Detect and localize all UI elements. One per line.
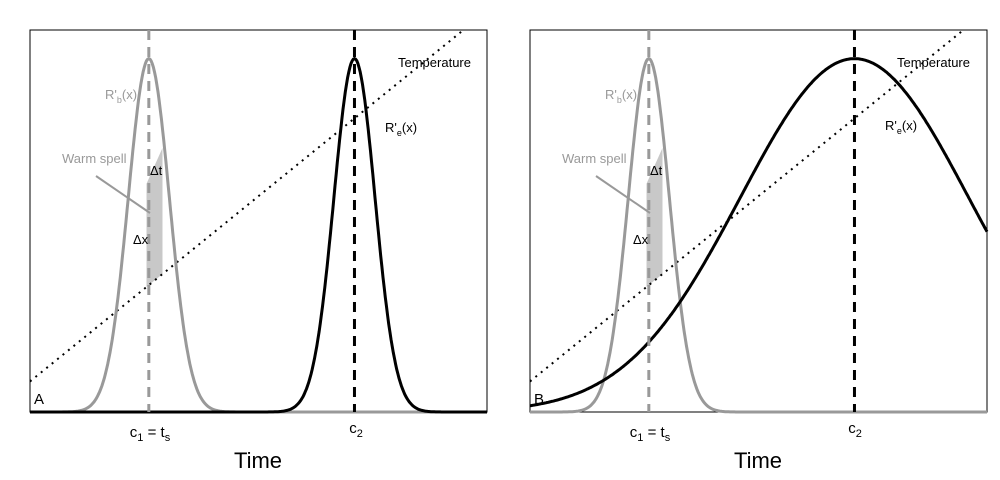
panel-a-warm-spell-area — [146, 147, 163, 287]
panel-a-re-curve — [30, 56, 487, 414]
panel-a-delta-x-label: Δx — [133, 232, 149, 247]
panel-a-temperature-line — [29, 29, 465, 383]
panel-b-re-curve — [529, 57, 989, 408]
panel-b-c1-tick-label: c1 = ts — [630, 424, 671, 444]
panel-b-warm-spell-pointer — [595, 175, 651, 214]
panel-a-c1-tick-label: c1 = ts — [130, 424, 171, 444]
panel-b-delta-t-label: Δt — [650, 163, 663, 178]
panel-b-warm-spell-label: Warm spell — [562, 151, 627, 166]
panel-b-x-axis-title: Time — [734, 448, 782, 473]
panel-a-frame — [29, 29, 488, 413]
panel-b-temperature-label: Temperature — [897, 55, 970, 70]
panel-a: R'b(x) R'e(x) Temperature Warm spell Δt … — [29, 29, 488, 473]
panel-b-warm-spell-area — [646, 147, 663, 287]
panel-b-letter: B — [534, 391, 544, 408]
panel-a-re-label: R'e(x) — [385, 120, 417, 138]
panel-a-delta-t-label: Δt — [150, 163, 163, 178]
panel-b-delta-x-label: Δx — [633, 232, 649, 247]
panel-a-x-axis-title: Time — [234, 448, 282, 473]
panel-a-rb-curve — [30, 56, 487, 414]
panel-b-rb-label: R'b(x) — [605, 87, 637, 105]
panel-b-re-label: R'e(x) — [885, 118, 917, 136]
panel-a-temperature-label: Temperature — [398, 55, 471, 70]
panel-a-warm-spell-pointer — [95, 175, 151, 214]
panel-a-c2-tick-label: c2 — [349, 420, 363, 440]
panel-a-rb-label: R'b(x) — [105, 87, 137, 105]
panel-b-c2-tick-label: c2 — [848, 420, 862, 440]
panel-b-frame — [529, 29, 988, 413]
panel-b-rb-curve — [530, 56, 987, 414]
panel-a-letter: A — [34, 391, 44, 408]
panel-a-warm-spell-label: Warm spell — [62, 151, 127, 166]
panel-b: R'b(x) R'e(x) Temperature Warm spell Δt … — [529, 29, 989, 473]
